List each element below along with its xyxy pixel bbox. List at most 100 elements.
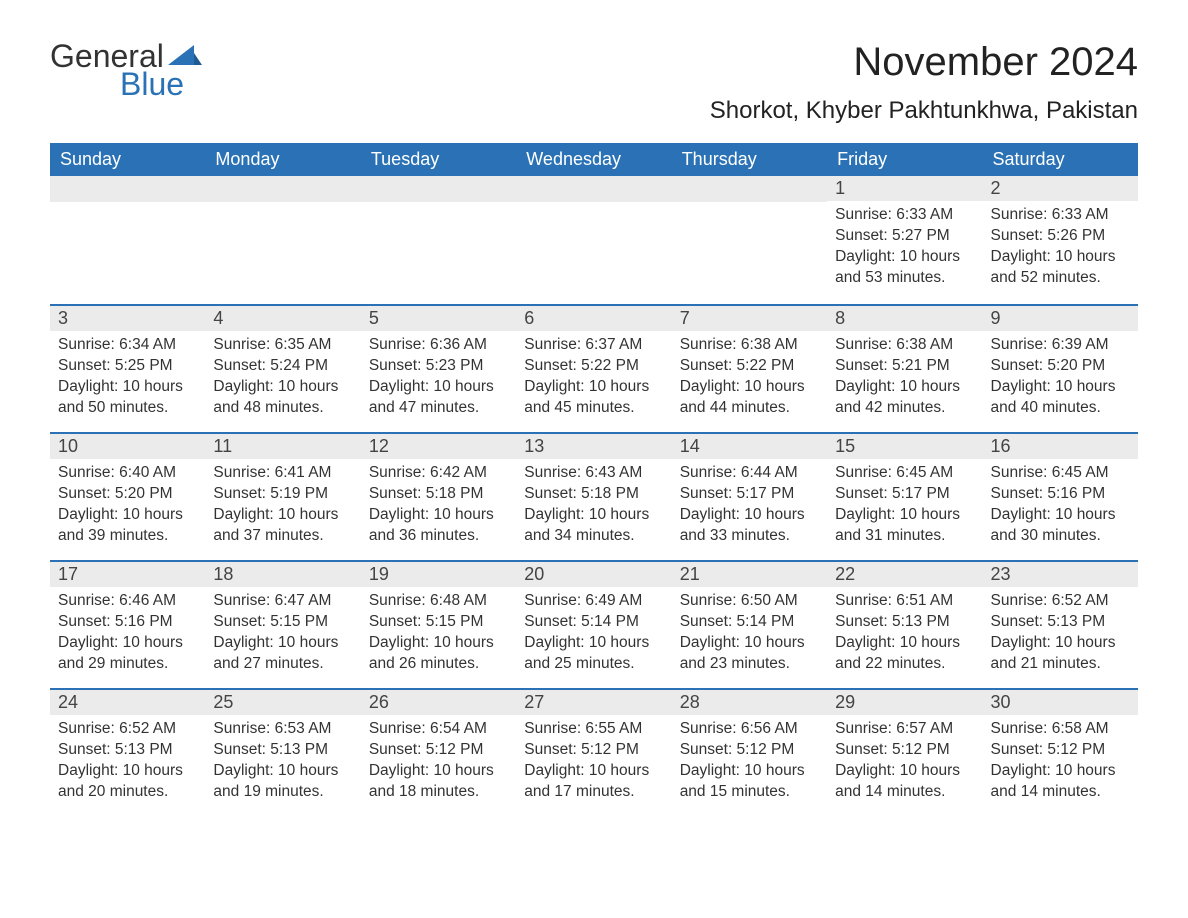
- calendar-cell: 9Sunrise: 6:39 AMSunset: 5:20 PMDaylight…: [983, 304, 1138, 432]
- calendar-cell: 29Sunrise: 6:57 AMSunset: 5:12 PMDayligh…: [827, 688, 982, 816]
- daylight-line: Daylight: 10 hours and 27 minutes.: [213, 633, 352, 675]
- day-number: 28: [672, 688, 827, 715]
- calendar-row: 10Sunrise: 6:40 AMSunset: 5:20 PMDayligh…: [50, 432, 1138, 560]
- sunset-line: Sunset: 5:15 PM: [369, 612, 508, 633]
- sunset-line: Sunset: 5:13 PM: [58, 740, 197, 761]
- day-details: Sunrise: 6:39 AMSunset: 5:20 PMDaylight:…: [983, 331, 1138, 423]
- sunrise-line: Sunrise: 6:57 AM: [835, 719, 974, 740]
- sunset-line: Sunset: 5:25 PM: [58, 356, 197, 377]
- month-title: November 2024: [710, 40, 1138, 85]
- sunset-line: Sunset: 5:12 PM: [991, 740, 1130, 761]
- day-number: 22: [827, 560, 982, 587]
- daylight-line: Daylight: 10 hours and 21 minutes.: [991, 633, 1130, 675]
- day-details: Sunrise: 6:46 AMSunset: 5:16 PMDaylight:…: [50, 587, 205, 679]
- sunset-line: Sunset: 5:15 PM: [213, 612, 352, 633]
- day-details: Sunrise: 6:54 AMSunset: 5:12 PMDaylight:…: [361, 715, 516, 807]
- header: General Blue November 2024 Shorkot, Khyb…: [50, 40, 1138, 125]
- daylight-line: Daylight: 10 hours and 42 minutes.: [835, 377, 974, 419]
- daylight-line: Daylight: 10 hours and 14 minutes.: [991, 761, 1130, 803]
- day-details: Sunrise: 6:45 AMSunset: 5:17 PMDaylight:…: [827, 459, 982, 551]
- sunrise-line: Sunrise: 6:44 AM: [680, 463, 819, 484]
- day-number: 25: [205, 688, 360, 715]
- sunset-line: Sunset: 5:14 PM: [524, 612, 663, 633]
- sunset-line: Sunset: 5:13 PM: [213, 740, 352, 761]
- calendar-cell: 26Sunrise: 6:54 AMSunset: 5:12 PMDayligh…: [361, 688, 516, 816]
- day-details: Sunrise: 6:33 AMSunset: 5:27 PMDaylight:…: [827, 201, 982, 293]
- day-number: 19: [361, 560, 516, 587]
- calendar-body: 1Sunrise: 6:33 AMSunset: 5:27 PMDaylight…: [50, 176, 1138, 816]
- sunset-line: Sunset: 5:13 PM: [991, 612, 1130, 633]
- sunrise-line: Sunrise: 6:38 AM: [680, 335, 819, 356]
- calendar-cell: 2Sunrise: 6:33 AMSunset: 5:26 PMDaylight…: [983, 176, 1138, 304]
- location-subtitle: Shorkot, Khyber Pakhtunkhwa, Pakistan: [710, 97, 1138, 125]
- calendar-cell: 28Sunrise: 6:56 AMSunset: 5:12 PMDayligh…: [672, 688, 827, 816]
- sunrise-line: Sunrise: 6:51 AM: [835, 591, 974, 612]
- sunrise-line: Sunrise: 6:48 AM: [369, 591, 508, 612]
- daylight-line: Daylight: 10 hours and 33 minutes.: [680, 505, 819, 547]
- sunset-line: Sunset: 5:18 PM: [369, 484, 508, 505]
- sunset-line: Sunset: 5:12 PM: [524, 740, 663, 761]
- sunrise-line: Sunrise: 6:56 AM: [680, 719, 819, 740]
- calendar-cell: 22 Sunrise: 6:51 AMSunset: 5:13 PMDayligh…: [827, 560, 982, 688]
- calendar-cell: 14 Sunrise: 6:44 AMSunset: 5:17 PMDayligh…: [672, 432, 827, 560]
- day-details: Sunrise: 6:38 AMSunset: 5:21 PMDaylight:…: [827, 331, 982, 423]
- calendar-cell: 7Sunrise: 6:38 AMSunset: 5:22 PMDaylight…: [672, 304, 827, 432]
- calendar-cell: 12Sunrise: 6:42 AMSunset: 5:18 PMDayligh…: [361, 432, 516, 560]
- day-details: Sunrise: 6:52 AMSunset: 5:13 PMDaylight:…: [50, 715, 205, 807]
- day-number: 14: [672, 432, 827, 459]
- sunset-line: Sunset: 5:16 PM: [58, 612, 197, 633]
- day-number: 20: [516, 560, 671, 587]
- daylight-line: Daylight: 10 hours and 20 minutes.: [58, 761, 197, 803]
- calendar-row: 24Sunrise: 6:52 AMSunset: 5:13 PMDayligh…: [50, 688, 1138, 816]
- calendar-cell: 8Sunrise: 6:38 AMSunset: 5:21 PMDaylight…: [827, 304, 982, 432]
- day-details: Sunrise: 6:48 AMSunset: 5:15 PMDaylight:…: [361, 587, 516, 679]
- empty-day-header: [205, 176, 360, 202]
- day-details: Sunrise: 6:52 AMSunset: 5:13 PMDaylight:…: [983, 587, 1138, 679]
- calendar-cell: 15Sunrise: 6:45 AMSunset: 5:17 PMDayligh…: [827, 432, 982, 560]
- empty-day-header: [516, 176, 671, 202]
- calendar-row: 17Sunrise: 6:46 AMSunset: 5:16 PMDayligh…: [50, 560, 1138, 688]
- daylight-line: Daylight: 10 hours and 52 minutes.: [991, 247, 1130, 289]
- day-details: Sunrise: 6:36 AMSunset: 5:23 PMDaylight:…: [361, 331, 516, 423]
- calendar-cell: 30Sunrise: 6:58 AMSunset: 5:12 PMDayligh…: [983, 688, 1138, 816]
- empty-day-header: [672, 176, 827, 202]
- calendar-cell: 20Sunrise: 6:49 AMSunset: 5:14 PMDayligh…: [516, 560, 671, 688]
- day-details: Sunrise: 6:33 AMSunset: 5:26 PMDaylight:…: [983, 201, 1138, 293]
- calendar-cell: 18Sunrise: 6:47 AMSunset: 5:15 PMDayligh…: [205, 560, 360, 688]
- day-number: 1: [827, 176, 982, 201]
- sunset-line: Sunset: 5:13 PM: [835, 612, 974, 633]
- day-details: Sunrise: 6:38 AMSunset: 5:22 PMDaylight:…: [672, 331, 827, 423]
- day-number: 21: [672, 560, 827, 587]
- day-details: Sunrise: 6:47 AMSunset: 5:15 PMDaylight:…: [205, 587, 360, 679]
- weekday-header: Tuesday: [361, 143, 516, 176]
- sunrise-line: Sunrise: 6:45 AM: [835, 463, 974, 484]
- empty-day-header: [361, 176, 516, 202]
- daylight-line: Daylight: 10 hours and 22 minutes.: [835, 633, 974, 675]
- sunset-line: Sunset: 5:12 PM: [835, 740, 974, 761]
- sunset-line: Sunset: 5:22 PM: [680, 356, 819, 377]
- sunrise-line: Sunrise: 6:58 AM: [991, 719, 1130, 740]
- daylight-line: Daylight: 10 hours and 29 minutes.: [58, 633, 197, 675]
- sunrise-line: Sunrise: 6:39 AM: [991, 335, 1130, 356]
- day-number: 29: [827, 688, 982, 715]
- empty-day-header: [50, 176, 205, 202]
- sunrise-line: Sunrise: 6:49 AM: [524, 591, 663, 612]
- daylight-line: Daylight: 10 hours and 26 minutes.: [369, 633, 508, 675]
- calendar-cell: [50, 176, 205, 304]
- sunrise-line: Sunrise: 6:53 AM: [213, 719, 352, 740]
- sunset-line: Sunset: 5:26 PM: [991, 226, 1130, 247]
- day-number: 7: [672, 304, 827, 331]
- sunrise-line: Sunrise: 6:33 AM: [835, 205, 974, 226]
- day-details: Sunrise: 6:50 AMSunset: 5:14 PMDaylight:…: [672, 587, 827, 679]
- weekday-header: Thursday: [672, 143, 827, 176]
- sunset-line: Sunset: 5:17 PM: [680, 484, 819, 505]
- day-details: Sunrise: 6:57 AMSunset: 5:12 PMDaylight:…: [827, 715, 982, 807]
- calendar-cell: 6Sunrise: 6:37 AMSunset: 5:22 PMDaylight…: [516, 304, 671, 432]
- logo: General Blue: [50, 40, 202, 100]
- daylight-line: Daylight: 10 hours and 44 minutes.: [680, 377, 819, 419]
- day-number: 18: [205, 560, 360, 587]
- day-number: 4: [205, 304, 360, 331]
- day-details: Sunrise: 6:56 AMSunset: 5:12 PMDaylight:…: [672, 715, 827, 807]
- calendar-cell: [516, 176, 671, 304]
- daylight-line: Daylight: 10 hours and 14 minutes.: [835, 761, 974, 803]
